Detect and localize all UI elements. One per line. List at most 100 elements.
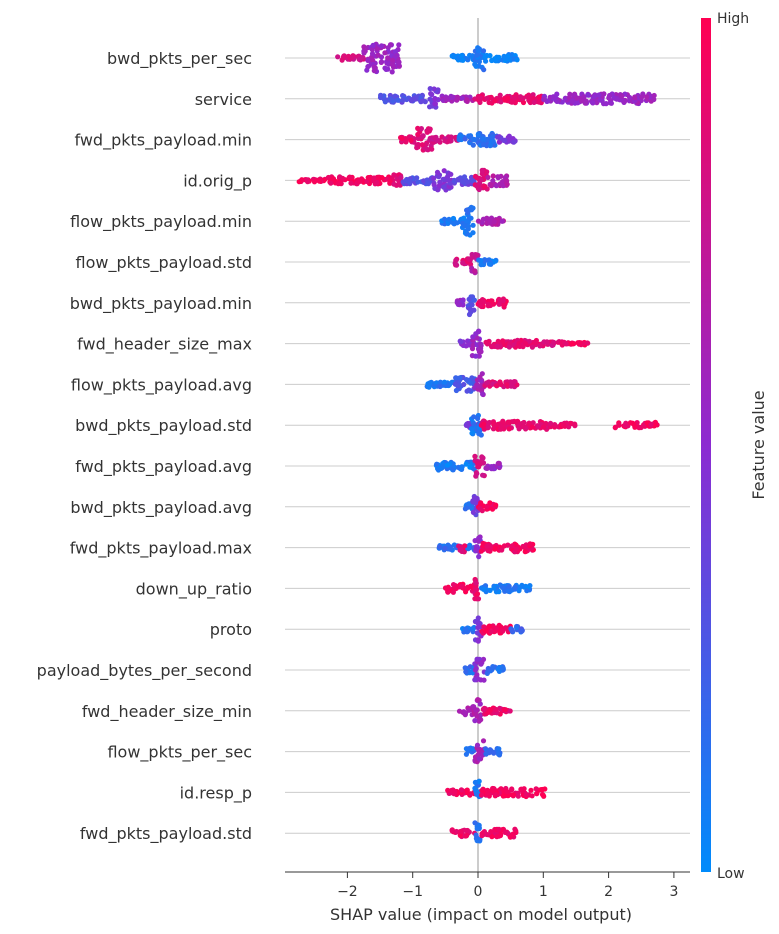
shap-point bbox=[473, 665, 479, 672]
shap-point bbox=[464, 828, 470, 834]
shap-point bbox=[395, 97, 401, 103]
shap-point bbox=[476, 538, 482, 544]
shap-point bbox=[502, 56, 508, 62]
shap-point bbox=[387, 96, 393, 102]
shap-point bbox=[447, 546, 453, 552]
shap-point bbox=[648, 422, 654, 428]
shap-point bbox=[382, 99, 388, 105]
shap-point bbox=[396, 59, 402, 65]
shap-point bbox=[485, 667, 492, 673]
shap-point bbox=[464, 790, 470, 796]
shap-point bbox=[415, 135, 421, 141]
shap-point bbox=[472, 61, 478, 67]
shap-point bbox=[476, 329, 482, 335]
shap-point bbox=[482, 628, 489, 634]
shap-point bbox=[651, 92, 657, 99]
shap-point bbox=[543, 420, 549, 427]
shap-point bbox=[311, 179, 318, 185]
shap-point bbox=[473, 832, 479, 838]
shap-point bbox=[487, 216, 493, 223]
shap-point bbox=[520, 344, 526, 350]
shap-point bbox=[370, 57, 376, 63]
shap-point bbox=[534, 791, 540, 797]
shap-point bbox=[516, 426, 522, 432]
shap-point bbox=[480, 48, 487, 54]
colorbar-low-label: Low bbox=[717, 866, 745, 882]
shap-point bbox=[496, 54, 502, 61]
shap-point bbox=[481, 67, 487, 73]
shap-point bbox=[496, 460, 502, 466]
shap-point bbox=[379, 59, 385, 65]
shap-point bbox=[486, 99, 492, 106]
shap-point bbox=[477, 303, 483, 309]
shap-point bbox=[590, 100, 596, 106]
shap-point bbox=[511, 95, 517, 101]
shap-point bbox=[450, 589, 456, 595]
shap-point bbox=[444, 585, 450, 592]
shap-point bbox=[506, 583, 512, 590]
x-axis: −2 −1 0 1 2 3 bbox=[285, 871, 690, 900]
shap-point bbox=[456, 708, 463, 714]
shap-point bbox=[466, 387, 472, 393]
shap-point bbox=[461, 222, 467, 228]
x-tick-label: 3 bbox=[669, 884, 678, 900]
shap-point bbox=[475, 48, 481, 54]
feature-label: fwd_header_size_min bbox=[82, 702, 252, 722]
shap-point bbox=[441, 168, 447, 174]
shap-point bbox=[347, 174, 353, 180]
shap-point bbox=[359, 55, 365, 61]
shap-point bbox=[423, 146, 430, 152]
shap-point bbox=[474, 335, 480, 341]
shap-point bbox=[348, 180, 354, 186]
feature-label: fwd_pkts_payload.max bbox=[70, 539, 252, 559]
shap-point bbox=[512, 584, 518, 590]
shap-point bbox=[514, 57, 520, 63]
shap-point bbox=[444, 462, 450, 468]
shap-point bbox=[459, 95, 465, 101]
shap-point bbox=[484, 380, 490, 386]
shap-point bbox=[530, 95, 537, 101]
shap-point bbox=[644, 420, 650, 426]
shap-point bbox=[519, 628, 525, 634]
shap-point bbox=[493, 706, 499, 713]
shap-point bbox=[596, 92, 602, 98]
shap-point bbox=[465, 226, 471, 232]
shap-point bbox=[651, 96, 657, 103]
shap-point bbox=[463, 461, 469, 467]
shap-point bbox=[500, 419, 506, 425]
shap-point bbox=[473, 546, 479, 552]
shap-point bbox=[569, 98, 575, 104]
shap-point bbox=[389, 69, 395, 75]
shap-point bbox=[493, 502, 499, 508]
shap-point bbox=[463, 710, 469, 716]
shap-point bbox=[479, 831, 485, 837]
shap-point bbox=[501, 543, 507, 549]
shap-point bbox=[449, 827, 455, 833]
shap-point bbox=[509, 99, 515, 105]
shap-point bbox=[476, 383, 482, 389]
shap-point bbox=[496, 826, 502, 832]
shap-point bbox=[441, 184, 447, 190]
shap-point bbox=[506, 344, 512, 350]
shap-point bbox=[419, 142, 425, 148]
shap-point bbox=[627, 94, 633, 101]
points-layer bbox=[296, 41, 660, 844]
shap-point bbox=[461, 174, 468, 180]
shap-point bbox=[419, 98, 425, 104]
feature-label: flow_pkts_payload.avg bbox=[71, 375, 252, 395]
feature-label: bwd_pkts_payload.std bbox=[75, 416, 252, 436]
shap-point bbox=[500, 665, 506, 671]
shap-point bbox=[482, 183, 488, 190]
shap-point bbox=[503, 707, 509, 713]
shap-point bbox=[474, 713, 480, 719]
shap-point bbox=[476, 554, 482, 560]
shap-point bbox=[473, 707, 479, 713]
shap-point bbox=[481, 624, 487, 630]
shap-point bbox=[529, 424, 536, 430]
shap-point bbox=[497, 832, 504, 839]
feature-label: service bbox=[195, 90, 252, 109]
shap-point bbox=[608, 100, 615, 106]
shap-point bbox=[530, 420, 536, 426]
shap-point bbox=[437, 383, 443, 390]
shap-point bbox=[325, 174, 331, 181]
